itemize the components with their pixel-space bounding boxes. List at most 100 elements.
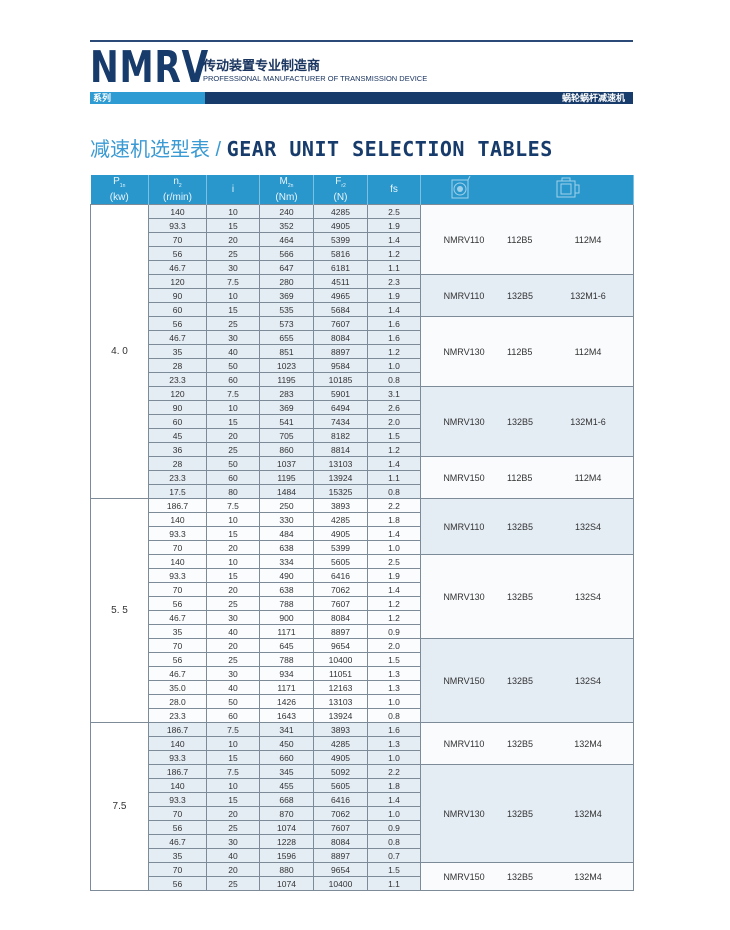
column-header: n2 (r/min) xyxy=(148,175,207,205)
column-subscript: r2 xyxy=(341,183,346,189)
ratio-cell: 50 xyxy=(206,694,260,709)
table-row: 70 20 464 5399 1.4 xyxy=(91,232,634,247)
motor: 132M4 xyxy=(574,808,602,819)
service-factor-cell: 1.3 xyxy=(367,680,421,695)
service-factor-cell: 1.2 xyxy=(367,246,421,261)
speed-cell: 140 xyxy=(148,512,207,527)
speed-cell: 140 xyxy=(148,204,207,219)
torque-cell: 1171 xyxy=(259,680,314,695)
torque-cell: 334 xyxy=(259,554,314,569)
model: NMRV110 xyxy=(443,738,485,749)
table-row: 56 25 1074 7607 0.9 xyxy=(91,820,634,835)
flange: 112B5 xyxy=(507,472,533,483)
service-factor-cell: 1.0 xyxy=(367,694,421,709)
service-factor-cell: 1.9 xyxy=(367,568,421,583)
column-symbol: F xyxy=(335,176,342,187)
speed-cell: 56 xyxy=(148,596,207,611)
torque-cell: 1023 xyxy=(259,358,314,373)
torque-cell: 541 xyxy=(259,414,314,429)
table-row: 70 20 638 5399 1.0 xyxy=(91,540,634,555)
radial-load-cell: 7062 xyxy=(313,806,368,821)
table-row: 23.3 60 1643 13924 0.8 xyxy=(91,708,634,723)
motor: 132S4 xyxy=(574,521,602,532)
torque-cell: 900 xyxy=(259,610,314,625)
unit-config-cell: NMRV110 132B5 132M4 xyxy=(420,722,634,765)
radial-load-cell: 3893 xyxy=(313,722,368,737)
radial-load-cell: 8182 xyxy=(313,428,368,443)
service-factor-cell: 2.5 xyxy=(367,554,421,569)
ratio-cell: 15 xyxy=(206,414,260,429)
torque-cell: 645 xyxy=(259,638,314,653)
ratio-cell: 40 xyxy=(206,344,260,359)
table-row: 70 20 870 7062 1.0 xyxy=(91,806,634,821)
unit-config-cell: NMRV110 132B5 132S4 xyxy=(420,498,634,555)
column-header: M2n (Nm) xyxy=(259,175,314,205)
table-row: 7.5 186.7 7.5 341 3893 1.6 NMRV110 132B5 132M4 xyxy=(90,722,634,891)
torque-cell: 638 xyxy=(259,582,314,597)
torque-cell: 573 xyxy=(259,316,314,331)
tagline-cn: 传动装置专业制造商 xyxy=(203,58,321,73)
ratio-cell: 30 xyxy=(206,834,260,849)
ratio-cell: 10 xyxy=(206,288,260,303)
speed-cell: 186.7 xyxy=(148,764,207,779)
ratio-cell: 60 xyxy=(206,708,260,723)
torque-cell: 566 xyxy=(259,246,314,261)
ratio-cell: 7.5 xyxy=(206,722,260,737)
torque-cell: 788 xyxy=(259,596,314,611)
table-row: 28 50 1023 9584 1.0 xyxy=(91,358,634,373)
ratio-cell: 15 xyxy=(206,568,260,583)
service-factor-cell: 1.1 xyxy=(367,876,421,891)
speed-cell: 56 xyxy=(148,876,207,891)
motor: 112M4 xyxy=(574,472,602,483)
speed-cell: 186.7 xyxy=(148,722,207,737)
ratio-cell: 20 xyxy=(206,582,260,597)
table-row: 70 20 880 9654 1.5 NMRV150 132B5 132M4 xyxy=(91,862,634,891)
power-cell: 4. 0 xyxy=(90,204,149,499)
table-row: 17.5 80 1484 15325 0.8 xyxy=(91,484,634,499)
radial-load-cell: 15325 xyxy=(313,484,368,499)
radial-load-cell: 4905 xyxy=(313,750,368,765)
column-subscript: 1n xyxy=(119,183,126,189)
table-row: 23.3 60 1195 13924 1.1 xyxy=(91,470,634,485)
unit-config-cell: NMRV150 112B5 112M4 xyxy=(420,456,634,499)
service-factor-cell: 1.6 xyxy=(367,330,421,345)
service-factor-cell: 1.6 xyxy=(367,316,421,331)
torque-cell: 668 xyxy=(259,792,314,807)
service-factor-cell: 1.2 xyxy=(367,344,421,359)
radial-load-cell: 5816 xyxy=(313,246,368,261)
radial-load-cell: 9584 xyxy=(313,358,368,373)
service-factor-cell: 0.8 xyxy=(367,708,421,723)
service-factor-cell: 1.4 xyxy=(367,232,421,247)
unit-config-cell: NMRV130 132B5 132M4 xyxy=(420,764,634,863)
service-factor-cell: 2.5 xyxy=(367,204,421,219)
speed-cell: 46.7 xyxy=(148,330,207,345)
flange: 112B5 xyxy=(507,346,533,357)
torque-cell: 870 xyxy=(259,806,314,821)
table-row: 46.7 30 647 6181 1.1 xyxy=(91,260,634,275)
torque-cell: 880 xyxy=(259,862,314,877)
radial-load-cell: 12163 xyxy=(313,680,368,695)
table-row: 35 40 1596 8897 0.7 xyxy=(91,848,634,863)
speed-cell: 35 xyxy=(148,624,207,639)
torque-cell: 450 xyxy=(259,736,314,751)
flange: 132B5 xyxy=(507,591,534,602)
speed-cell: 23.3 xyxy=(148,708,207,723)
unit-config-cell: NMRV150 132B5 132S4 xyxy=(420,638,634,723)
radial-load-cell: 8814 xyxy=(313,442,368,457)
radial-load-cell: 6181 xyxy=(313,260,368,275)
radial-load-cell: 7607 xyxy=(313,596,368,611)
table-row: 120 7.5 283 5901 3.1 NMRV130 132B5 132M1-6 xyxy=(91,386,634,457)
radial-load-cell: 9654 xyxy=(313,638,368,653)
ratio-cell: 20 xyxy=(206,232,260,247)
speed-cell: 56 xyxy=(148,820,207,835)
motor: 132S4 xyxy=(574,591,602,602)
table-row: 93.3 15 490 6416 1.9 xyxy=(91,568,634,583)
table-row: 56 25 566 5816 1.2 xyxy=(91,246,634,261)
model: NMRV130 xyxy=(443,591,485,602)
speed-cell: 140 xyxy=(148,736,207,751)
ratio-cell: 25 xyxy=(206,876,260,891)
header-rule xyxy=(90,40,633,42)
service-factor-cell: 1.0 xyxy=(367,540,421,555)
ratio-cell: 10 xyxy=(206,554,260,569)
service-factor-cell: 1.0 xyxy=(367,806,421,821)
